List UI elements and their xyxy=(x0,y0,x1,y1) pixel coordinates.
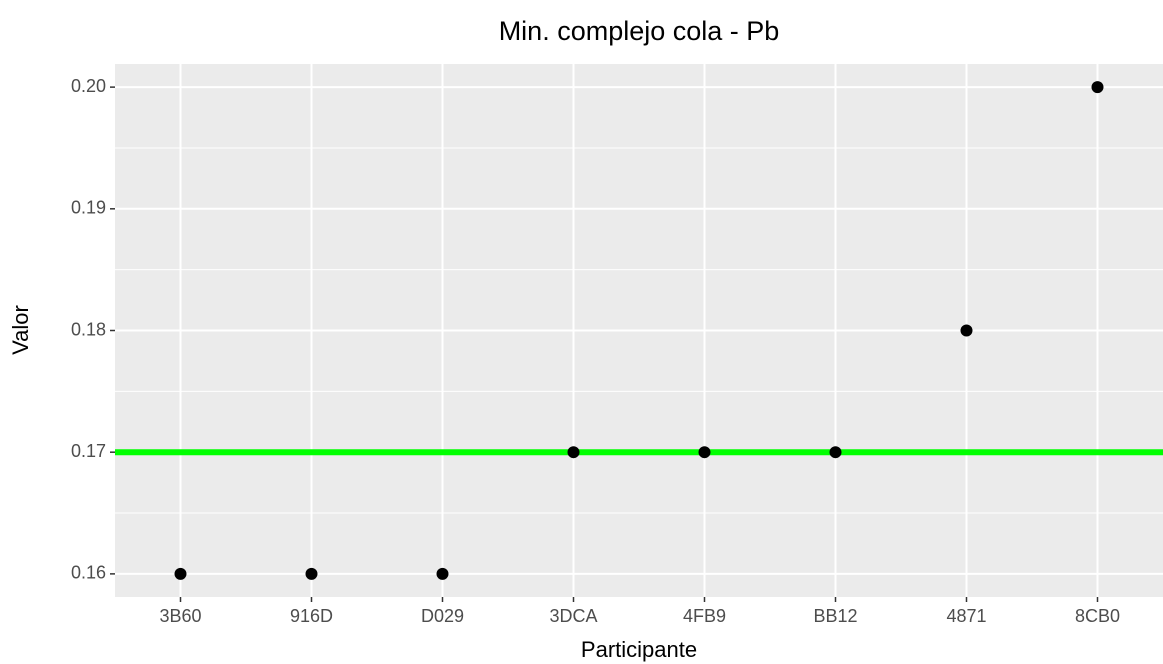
x-tick-label: 916D xyxy=(290,606,333,626)
x-tick-label: 3B60 xyxy=(159,606,201,626)
x-tick-label: 4871 xyxy=(946,606,986,626)
y-tick-label: 0.20 xyxy=(71,76,106,96)
point xyxy=(567,446,580,459)
x-tick-label: D029 xyxy=(421,606,464,626)
point xyxy=(960,324,973,337)
x-axis-label: Participante xyxy=(581,637,697,662)
y-tick-label: 0.18 xyxy=(71,319,106,339)
x-tick-label: BB12 xyxy=(813,606,857,626)
point xyxy=(436,567,449,580)
y-tick-label: 0.16 xyxy=(71,563,106,583)
x-tick-label: 3DCA xyxy=(549,606,597,626)
y-tick-label: 0.19 xyxy=(71,198,106,218)
y-tick-label: 0.17 xyxy=(71,441,106,461)
x-tick-label: 4FB9 xyxy=(683,606,726,626)
point xyxy=(698,446,711,459)
y-axis-label: Valor xyxy=(8,305,33,355)
chart-title: Min. complejo cola - Pb xyxy=(499,16,780,46)
point xyxy=(305,567,318,580)
point xyxy=(829,446,842,459)
x-tick-label: 8CB0 xyxy=(1075,606,1120,626)
point xyxy=(174,567,187,580)
point xyxy=(1091,81,1104,94)
